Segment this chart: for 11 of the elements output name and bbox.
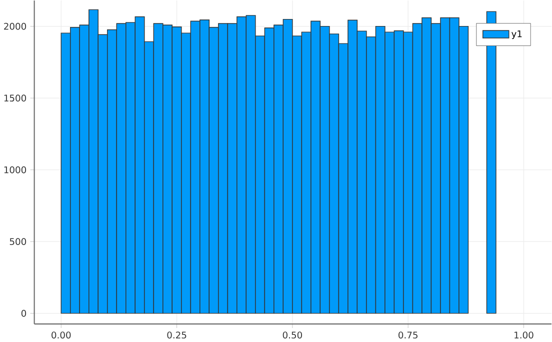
x-tick-label: 0.50	[282, 332, 302, 339]
x-tick-label: 0.75	[398, 332, 418, 339]
y-tick-label: 2000	[4, 22, 26, 30]
y-tick-label: 1500	[4, 94, 26, 102]
y-tick-label: 500	[10, 238, 26, 246]
x-tick-label: 0.25	[167, 332, 186, 339]
x-tick-label: 1.00	[514, 332, 534, 339]
x-tick-label: 0.00	[52, 332, 71, 339]
y-tick-label: 1000	[4, 166, 26, 174]
legend-label: y1	[512, 30, 522, 40]
y-tick-label: 0	[21, 310, 26, 317]
